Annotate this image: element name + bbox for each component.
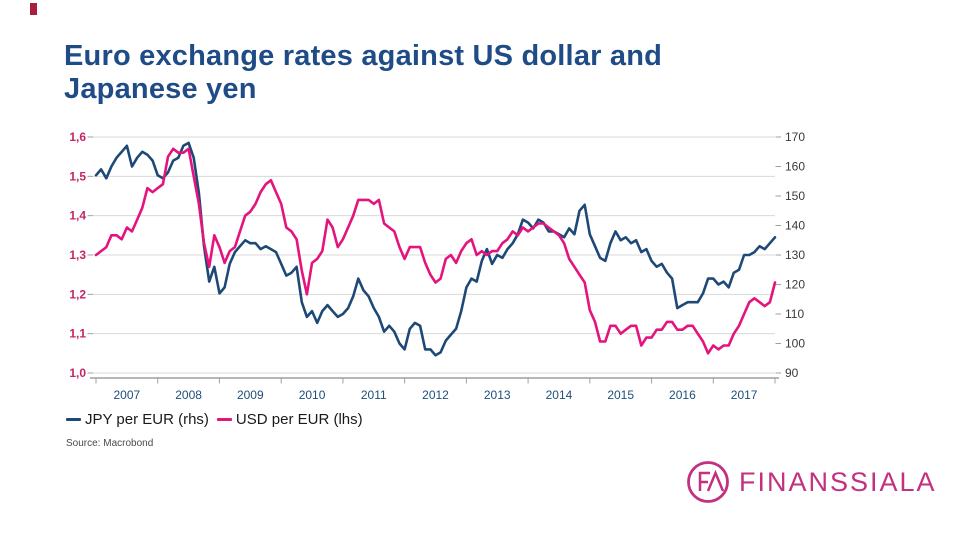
svg-text:100: 100 [785,337,805,351]
svg-text:150: 150 [785,189,805,203]
svg-text:1,3: 1,3 [69,248,86,262]
svg-text:2015: 2015 [607,388,634,402]
jpy-series-label: JPY per EUR (rhs) [85,411,209,428]
svg-text:2014: 2014 [546,388,573,402]
usd-series-label: USD per EUR (lhs) [235,411,363,428]
svg-text:2012: 2012 [422,388,449,402]
svg-text:2010: 2010 [299,388,326,402]
svg-text:2009: 2009 [237,388,264,402]
svg-text:90: 90 [785,366,799,380]
title-line-2: Japanese yen [64,73,257,106]
svg-text:130: 130 [785,248,805,262]
svg-text:2017: 2017 [731,388,758,402]
svg-text:160: 160 [785,160,805,174]
svg-text:2011: 2011 [361,388,387,402]
page-title: Euro exchange rates against US dollar an… [64,40,662,106]
svg-text:110: 110 [785,307,804,321]
svg-text:170: 170 [785,130,805,144]
chart-legend: JPY per EUR (rhs) USD per EUR (lhs) [66,411,371,428]
svg-text:1,4: 1,4 [69,209,86,223]
svg-text:1,0: 1,0 [69,366,86,380]
svg-text:1,5: 1,5 [69,169,86,183]
svg-text:2016: 2016 [669,388,696,402]
corner-red-mark [30,3,37,15]
svg-text:2008: 2008 [175,388,202,402]
jpy-series-line-swatch [66,418,81,421]
source-note: Source: Macrobond [66,438,154,449]
svg-text:2007: 2007 [114,388,141,402]
svg-text:2013: 2013 [484,388,511,402]
svg-text:120: 120 [785,278,805,292]
fa-monogram-icon [687,461,729,503]
svg-text:140: 140 [785,219,805,233]
usd-series-line-swatch [216,418,232,421]
title-line-1: Euro exchange rates against US dollar an… [64,40,663,72]
svg-text:1,1: 1,1 [69,327,86,341]
svg-text:1,2: 1,2 [69,287,86,301]
finanssiala-logo: FINANSSIALA [686,460,937,504]
logo-wordmark: FINANSSIALA [739,466,937,497]
svg-text:1,6: 1,6 [69,130,86,144]
